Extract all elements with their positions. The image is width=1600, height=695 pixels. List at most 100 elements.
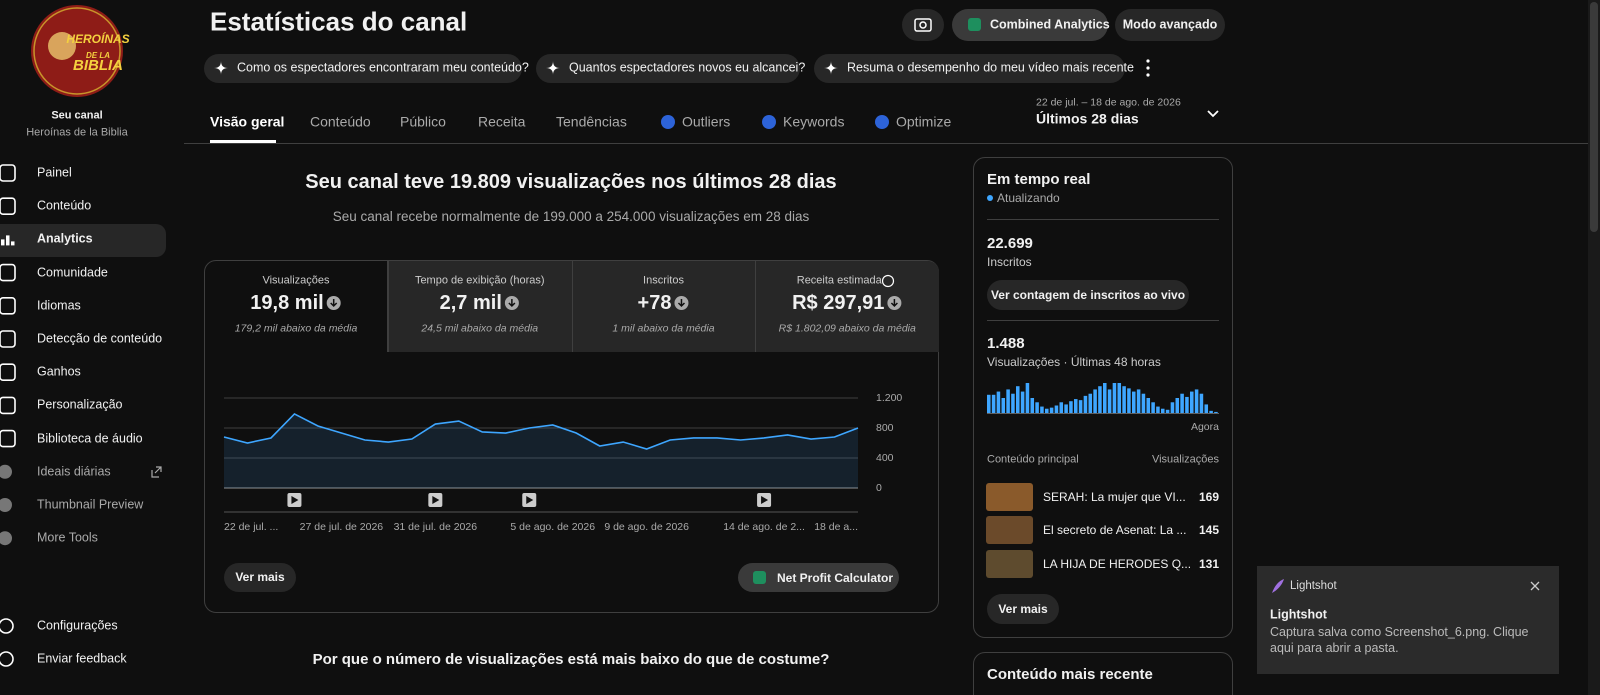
video-title[interactable]: SERAH: La mujer que VI... [1043,489,1186,504]
video-title[interactable]: LA HIJA DE HERODES Q... [1043,556,1192,571]
realtime-bar [1112,383,1117,413]
realtime-bar [1146,398,1151,413]
button-label[interactable]: Net Profit Calculator [777,570,894,585]
nav-item[interactable]: Personalização [37,397,123,412]
realtime-views: 1.488 [987,335,1025,352]
nav-icon [1,239,5,246]
nav-item[interactable]: Enviar feedback [37,651,127,666]
camera-icon [919,21,927,29]
metric-tab-selected[interactable] [205,261,388,352]
video-views: 169 [1198,489,1219,504]
nav-icon [0,531,12,546]
y-tick-label: 800 [876,422,894,434]
toast-body[interactable]: Captura salva como Screenshot_6.png. Cli… [1270,625,1529,655]
more-button[interactable] [224,563,296,592]
tab[interactable]: Outliers [682,113,731,130]
nav-item[interactable]: Detecção de conteúdo [37,331,163,346]
chip-label[interactable]: Resuma o desempenho do meu vídeo mais re… [847,60,1134,75]
video-thumbnail[interactable] [986,549,1033,578]
realtime-bar [1127,388,1131,413]
tab[interactable]: Público [400,113,446,130]
realtime-bar [1020,391,1025,413]
metric-tab[interactable] [571,261,756,352]
scrollbar-thumb[interactable] [1590,2,1598,232]
lightshot-toast[interactable] [1257,566,1559,674]
tab[interactable]: Optimize [896,113,952,130]
button-label[interactable]: Ver mais [235,569,285,584]
nav-item[interactable]: Conteúdo [37,198,92,213]
page-title: Estatísticas do canal [210,6,468,37]
x-tick-label: 18 de a... [814,521,858,533]
realtime-bar [1209,410,1213,413]
x-tick-label: 14 de ago. de 2... [723,521,805,533]
active-tab-underline [210,140,276,143]
tab[interactable]: Conteúdo [310,113,371,130]
x-tick-label: 9 de ago. de 2026 [604,521,689,533]
advanced-mode-button[interactable] [1115,9,1225,41]
logo-text: BIBLIA [73,57,123,74]
realtime-bar [1059,402,1064,413]
nav-icon [11,241,15,246]
metric-note: R$ 1.802,09 abaixo da média [778,322,916,335]
video-thumbnail[interactable] [986,483,1033,511]
top-views-header: Visualizações [1151,453,1219,466]
tab-icon [661,115,675,129]
sparkle-icon [214,61,228,75]
realtime-bar [991,394,996,413]
button-label[interactable]: Ver mais [998,601,1048,616]
tab[interactable]: Visão geral [210,113,285,130]
button-label[interactable]: Modo avançado [1122,17,1218,32]
more-button[interactable] [987,594,1059,624]
prompt-chip[interactable] [536,54,800,83]
nav-icon [0,297,16,315]
prompt-chip[interactable] [814,54,1125,83]
nav-item[interactable]: Biblioteca de áudio [37,431,143,446]
nav-item[interactable]: Idiomas [37,298,81,313]
nav-item[interactable]: More Tools [37,530,98,545]
video-views: 145 [1198,523,1219,538]
realtime-bar [1190,391,1194,413]
realtime-bar [1122,386,1126,413]
video-title[interactable]: El secreto de Asenat: La ... [1043,523,1187,538]
nav-item[interactable]: Thumbnail Preview [37,497,144,512]
nav-item[interactable]: Configurações [37,618,118,633]
live-count-button[interactable] [987,280,1189,310]
metric-note: 179,2 mil abaixo da média [234,322,358,335]
camera-icon [914,18,932,32]
nav-item[interactable]: Comunidade [37,265,108,280]
nav-icon [0,330,16,348]
realtime-bar [1049,407,1054,413]
date-range: 22 de jul. – 18 de ago. de 2026 [1036,96,1181,109]
chip-label[interactable]: Como os espectadores encontraram meu con… [237,60,529,75]
more-menu-dot [1146,73,1150,77]
realtime-bar [1103,383,1107,413]
realtime-bar [1045,408,1049,413]
tab[interactable]: Keywords [783,113,845,130]
period-selector[interactable]: Últimos 28 dias [1036,110,1139,127]
nav-icon [0,618,14,634]
metric-tab[interactable] [755,261,939,352]
video-marker-icon [761,496,769,504]
tab[interactable]: Receita [478,113,526,130]
nav-item[interactable]: Ideais diárias [37,464,111,479]
nav-item[interactable]: Analytics [37,231,93,246]
realtime-bar [1064,404,1068,413]
prompt-chip[interactable] [204,54,522,83]
video-thumbnail[interactable] [986,516,1033,545]
nav-item[interactable]: Ganhos [37,364,81,379]
metric-value: +78 [637,292,672,314]
button-label[interactable]: Combined Analytics [990,17,1110,32]
metric-label: Receita estimada [796,274,882,287]
button-label[interactable]: Ver contagem de inscritos ao vivo [990,287,1186,302]
tab-icon [762,115,776,129]
chip-label[interactable]: Quantos espectadores novos eu alcancei? [569,60,806,75]
tab[interactable]: Tendências [556,113,627,130]
camera-button[interactable] [902,9,944,41]
nav-icon [6,235,10,246]
realtime-status: Atualizando [997,190,1060,205]
nav-item[interactable]: Painel [37,165,72,180]
nav-icon [0,464,12,479]
metric-tab[interactable] [387,261,572,352]
channel-label: Seu canal [51,109,103,122]
